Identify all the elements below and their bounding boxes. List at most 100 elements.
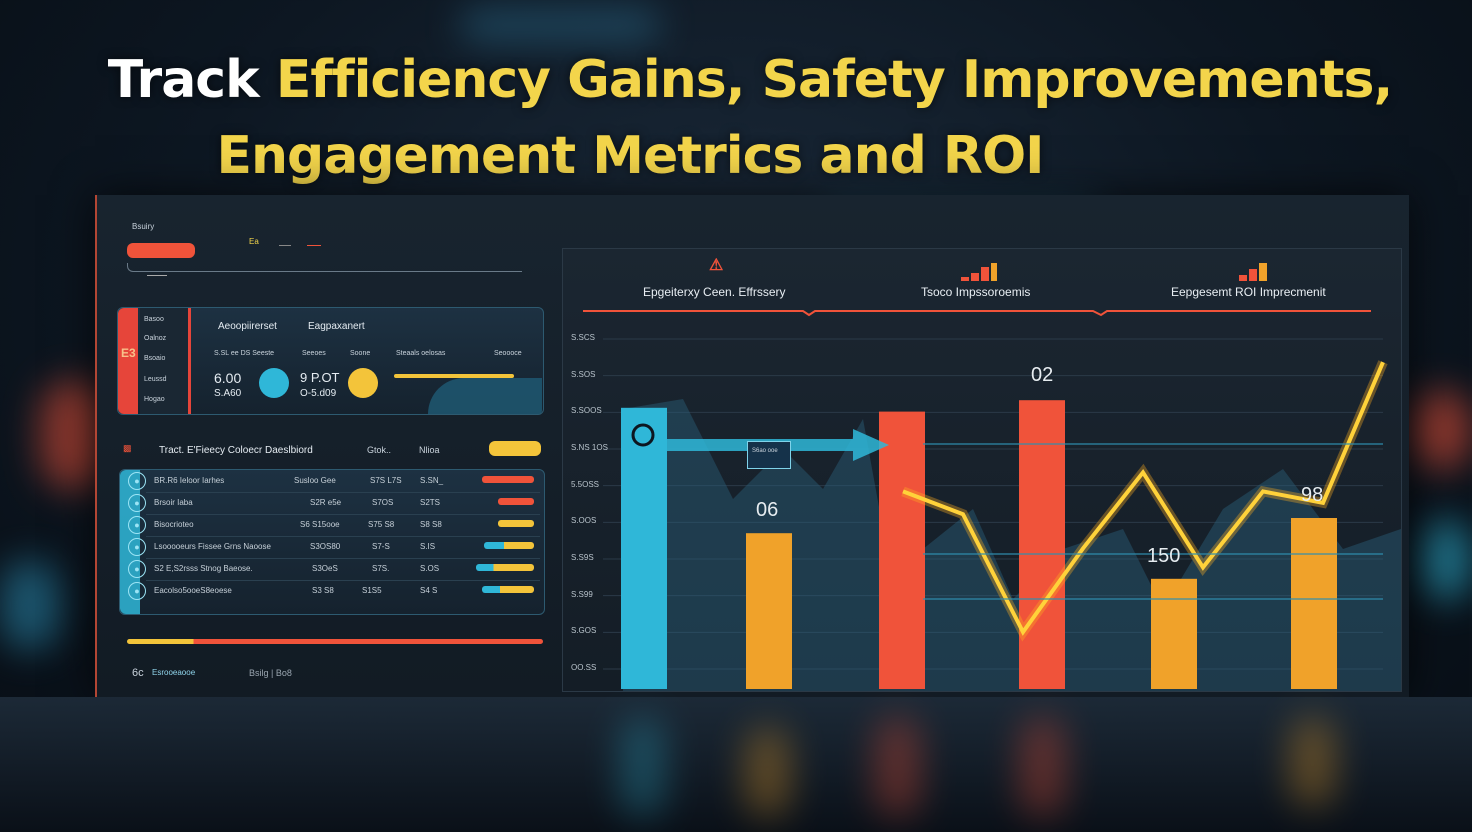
side-item[interactable]: Bsoaio — [144, 355, 166, 362]
row-cell: S7S L7S — [370, 476, 402, 485]
headline-line-1: Track Efficiency Gains, Safety Improveme… — [14, 50, 1472, 110]
row-cell: S7OS — [372, 498, 394, 507]
headline-yellow: Efficiency Gains, Safety Improvements, — [275, 50, 1393, 110]
bar-data-label: 02 — [1031, 364, 1054, 387]
top-tab-button[interactable] — [127, 243, 195, 258]
card-sub-label: Seeoes — [302, 350, 326, 357]
row-name: BR.R6 Ieloor Iarhes — [154, 476, 225, 485]
row-cell: Susloo Gee — [294, 476, 336, 485]
table-row[interactable]: ● S2 E,S2rsss Stnog Baeose. S3OeS S7S. S… — [128, 558, 540, 581]
dashboard-filter-button[interactable] — [489, 441, 541, 456]
card-side-list: Basoo Oalnoz Bsoaio Leussd Hogao — [140, 308, 188, 414]
row-bar — [498, 498, 534, 505]
table-row[interactable]: ● Bisocrioteo S6 S15ooe S75 S8 S8 S8 — [128, 514, 540, 537]
card-divider — [188, 308, 191, 414]
y-tick-label: S.S99 — [571, 589, 593, 599]
footer-right: Bsilg | Bo8 — [249, 668, 292, 678]
top-track-line — [127, 263, 522, 272]
row-cell: S3 S8 — [312, 586, 334, 595]
card-col2-title: Eagpaxanert — [308, 321, 365, 332]
row-cell: S3OS80 — [310, 542, 341, 551]
card-col1-title: Aeoopiirerset — [218, 321, 277, 332]
cyan-dot-indicator — [259, 368, 289, 398]
card-side-strip — [118, 308, 138, 414]
info-box[interactable]: S6ao ooe — [747, 441, 791, 469]
top-label: Bsuiry — [132, 222, 155, 231]
table-row[interactable]: ● Brsoir Iaba S2R e5e S7OS S2TS — [128, 492, 540, 515]
row-name: Bisocrioteo — [154, 520, 194, 529]
value-b1: 9 P.OT — [300, 370, 340, 385]
y-tick-label: S.SOOS — [571, 406, 602, 416]
value-a1: 6.00 — [214, 370, 242, 386]
table-row[interactable]: ● BR.R6 Ieloor Iarhes Susloo Gee S7S L7S… — [128, 470, 540, 493]
value-b2: O-5.d09 — [300, 388, 337, 399]
user-icon: ● — [128, 494, 146, 512]
card-sub-label: S.SL ee DS Seeste — [214, 350, 275, 357]
bar-data-label: 98 — [1301, 484, 1324, 506]
user-icon: ● — [128, 582, 146, 600]
headline-track: Track — [107, 50, 260, 110]
chart-bar — [1019, 400, 1065, 689]
y-tick-label: S.SOS — [571, 369, 596, 379]
dashboard-title: Tract. E'Fieecy Coloecr Daeslbiord — [159, 445, 313, 456]
chart-title-3: Eepgesemt ROI Imprecmenit — [1171, 285, 1326, 299]
footer-mid: Esrooeaooe — [152, 668, 196, 677]
row-cell: S75 S8 — [368, 520, 395, 529]
top-mini-label: Ea — [249, 237, 259, 246]
metrics-card: E3 Basoo Oalnoz Bsoaio Leussd Hogao Aeoo… — [117, 307, 544, 415]
header-divider — [583, 310, 1371, 317]
row-name: Lsooooeurs Fissee Grns Naoose — [154, 542, 271, 551]
progress-bar-yellow — [394, 374, 514, 378]
divider — [279, 245, 291, 246]
card-sub-label: Soone — [350, 350, 371, 357]
row-cell: S3OeS — [312, 564, 338, 573]
row-bar — [482, 476, 534, 483]
row-cell: S7-S — [372, 542, 390, 551]
table-row[interactable]: ● Eacolso5ooeS8eoese S3 S8 S1S5 S4 S — [128, 580, 540, 602]
user-icon: ● — [128, 560, 146, 578]
side-item[interactable]: Oalnoz — [144, 335, 167, 342]
value-a2: S.A60 — [214, 388, 242, 399]
row-cell: S2R e5e — [310, 498, 342, 507]
row-name: Brsoir Iaba — [154, 498, 193, 507]
chart-bar — [1291, 518, 1337, 689]
y-tick-label: S.GOS — [571, 626, 597, 636]
user-icon: ● — [128, 538, 146, 556]
area-shape — [623, 399, 1401, 691]
chart-bar — [879, 411, 925, 689]
y-tick-label: S.SCS — [571, 333, 596, 342]
row-cell: S7S. — [372, 564, 390, 573]
bar-data-label: 06 — [756, 499, 779, 522]
dashboard-col3: Nlioa — [419, 445, 440, 455]
side-item[interactable]: Leussd — [144, 376, 167, 383]
data-table: ● BR.R6 Ieloor Iarhes Susloo Gee S7S L7S… — [119, 469, 545, 615]
footer-left: 6c — [132, 667, 144, 679]
card-sub-label: Steaals oelosas — [396, 350, 446, 357]
row-bar — [484, 542, 534, 549]
row-cell: S.SN_ — [420, 476, 444, 485]
card-wave — [428, 378, 542, 414]
row-bar — [482, 586, 534, 593]
y-tick-label: S.NS 1OS — [571, 443, 608, 452]
bar-data-label: 150 — [1147, 544, 1181, 567]
y-tick-label: 5.5OSS — [571, 479, 600, 489]
row-name: Eacolso5ooeS8eoese — [154, 586, 232, 595]
card-sub-label: Seoooce — [494, 350, 522, 357]
yellow-dot-indicator — [348, 368, 378, 398]
chart-bar — [621, 407, 667, 689]
chart-bar — [1151, 578, 1197, 689]
dashboard-col2: Gtok.. — [367, 445, 392, 455]
dashboard-icon: ▩ — [123, 443, 132, 453]
side-item[interactable]: Hogao — [144, 396, 165, 403]
bar-chart-icon — [1239, 263, 1267, 281]
chart-svg — [583, 310, 1401, 691]
table-row[interactable]: ● Lsooooeurs Fissee Grns Naoose S3OS80 S… — [128, 536, 540, 559]
desk-reflection — [0, 697, 1472, 832]
row-name: S2 E,S2rsss Stnog Baeose. — [154, 564, 253, 573]
chart-title-2: Tsoco Impssoroemis — [921, 285, 1031, 299]
divider — [307, 245, 321, 246]
chart-panel: ⚠ Epgeiterxy Ceen. Effrssery Tsoco Impss… — [562, 248, 1402, 692]
side-item[interactable]: Basoo — [144, 316, 164, 323]
info-box-text: S6ao ooe — [752, 448, 778, 454]
y-tick-label: S.S9S — [571, 553, 594, 562]
